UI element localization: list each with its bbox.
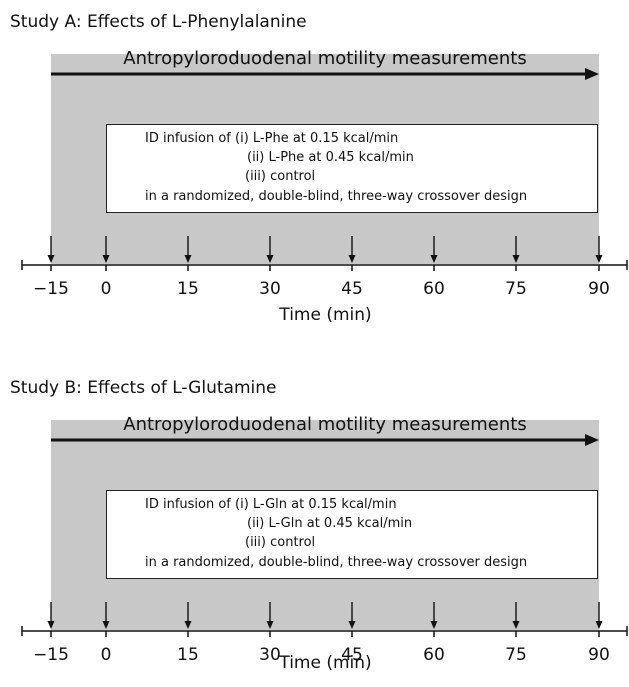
tick-label: 45 [341, 645, 363, 665]
tick-label: 60 [423, 645, 445, 665]
design-line: ID infusion of (i) L-Phe at 0.15 kcal/mi… [145, 131, 399, 146]
timepoint-arrowhead [47, 255, 55, 263]
tick-label: 60 [423, 279, 445, 299]
measurements-label: Antropyloroduodenal motility measurement… [123, 414, 527, 435]
measurement-arrow [51, 68, 599, 80]
timepoint-arrowhead [512, 621, 520, 629]
tick-label: 75 [505, 645, 527, 665]
time-axis: −15 0 15 30 45 60 75 90 [21, 236, 628, 299]
tick-label: 0 [101, 279, 112, 299]
timepoint-arrowhead [102, 621, 110, 629]
design-line: (iii) control [245, 535, 316, 550]
study-title: Study A: Effects of L-Phenylalanine [10, 12, 307, 32]
tick-label: 90 [588, 645, 610, 665]
tick-label: 15 [177, 645, 199, 665]
design-line: (iii) control [245, 169, 316, 184]
timepoint-arrowhead [595, 621, 603, 629]
design-box: ID infusion of (i) L-Phe at 0.15 kcal/mi… [106, 124, 598, 213]
tick-label: 30 [259, 645, 281, 665]
timepoint-arrowhead [184, 621, 192, 629]
design-line: (ii) L-Phe at 0.45 kcal/min [247, 150, 414, 165]
timepoint-arrowhead [348, 255, 356, 263]
timepoint-arrowhead [512, 255, 520, 263]
tick-label: −15 [33, 279, 69, 299]
tick-label: 75 [505, 279, 527, 299]
design-line: ID infusion of (i) L-Gln at 0.15 kcal/mi… [145, 497, 397, 512]
axis-title: Time (min) [279, 653, 372, 673]
timepoint-arrowhead [430, 621, 438, 629]
study-title: Study B: Effects of L-Glutamine [10, 378, 277, 398]
study-a-panel: Study A: Effects of L-Phenylalanine Antr… [0, 0, 629, 340]
timepoint-arrowhead [266, 621, 274, 629]
timepoint-arrowhead [47, 621, 55, 629]
timepoint-arrowhead [102, 255, 110, 263]
tick-label: 15 [177, 279, 199, 299]
timepoint-arrowhead [184, 255, 192, 263]
design-line: in a randomized, double-blind, three-way… [145, 555, 528, 570]
tick-label: 30 [259, 279, 281, 299]
tick-label: 45 [341, 279, 363, 299]
design-line: (ii) L-Gln at 0.45 kcal/min [247, 516, 413, 531]
timepoint-arrowhead [348, 621, 356, 629]
design-line: in a randomized, double-blind, three-way… [145, 189, 528, 204]
tick-label: 90 [588, 279, 610, 299]
measurement-arrow [51, 434, 599, 446]
design-box: ID infusion of (i) L-Gln at 0.15 kcal/mi… [106, 490, 598, 579]
measurements-label: Antropyloroduodenal motility measurement… [123, 48, 527, 69]
tick-label: 0 [101, 645, 112, 665]
axis-title: Time (min) [279, 305, 372, 325]
timepoint-arrowhead [266, 255, 274, 263]
tick-label: −15 [33, 645, 69, 665]
time-axis: −15 0 15 30 45 60 75 90 [21, 602, 628, 665]
study-b-panel: Study B: Effects of L-Glutamine Antropyl… [0, 366, 629, 687]
timepoint-arrowhead [430, 255, 438, 263]
timepoint-arrowhead [595, 255, 603, 263]
